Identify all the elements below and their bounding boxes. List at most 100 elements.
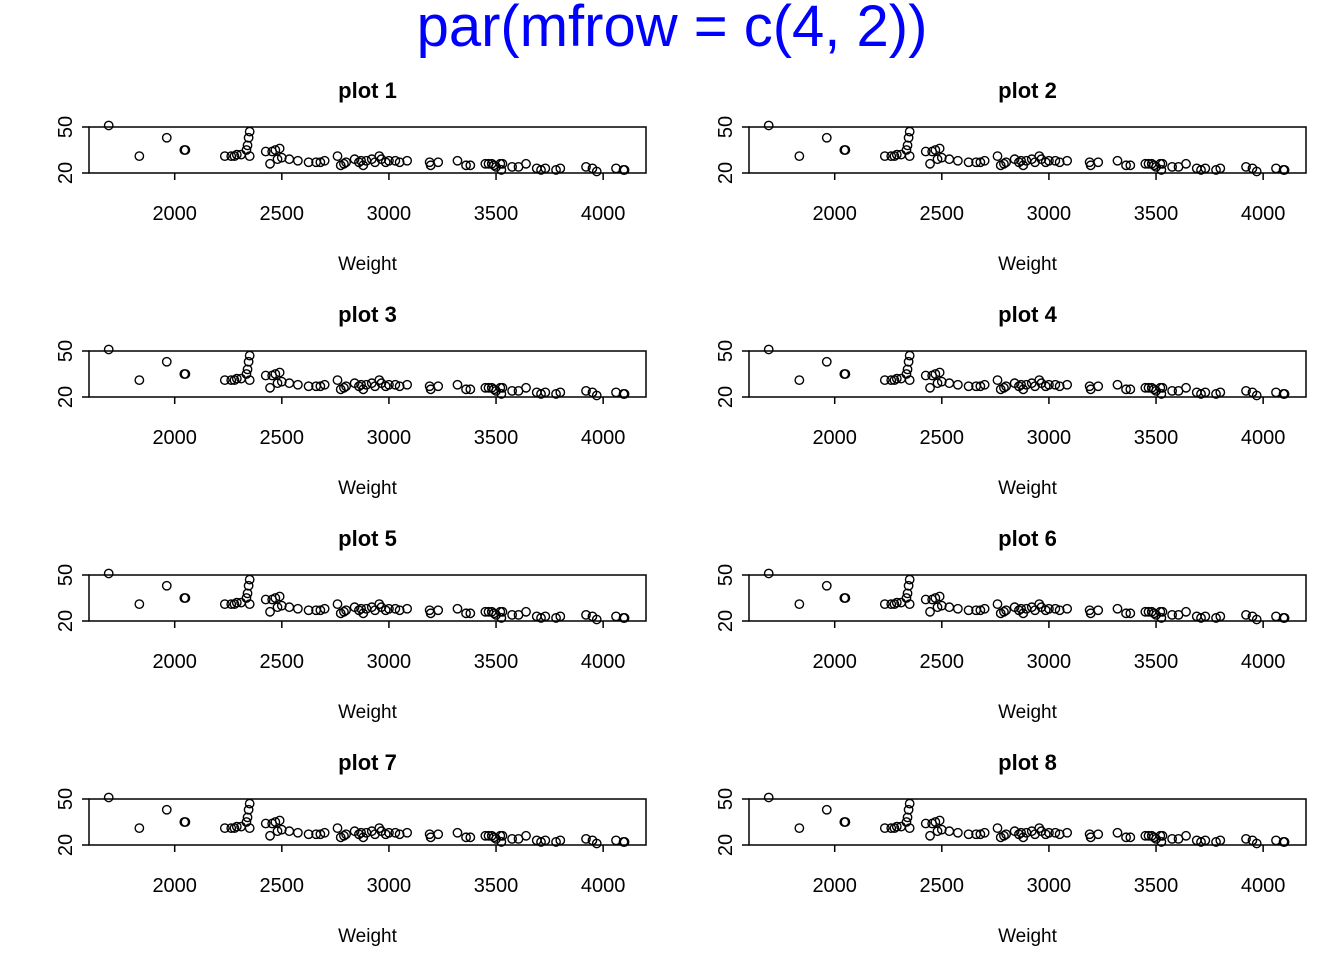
data-point — [1001, 829, 1011, 840]
data-point — [452, 827, 463, 838]
data-point — [219, 599, 230, 610]
data-point — [1016, 603, 1026, 614]
data-point — [1181, 606, 1191, 617]
data-point — [904, 375, 915, 386]
data-point — [274, 591, 285, 602]
data-point — [315, 157, 326, 168]
data-point — [1251, 166, 1262, 177]
x-axis-label: Weight — [338, 926, 398, 947]
data-point — [1196, 613, 1206, 623]
data-point — [452, 155, 463, 166]
data-point — [540, 387, 551, 398]
data-point — [356, 379, 366, 390]
data-point — [356, 155, 366, 166]
data-point — [1044, 379, 1054, 390]
data-point — [274, 815, 285, 826]
data-point — [903, 580, 914, 591]
data-point — [1112, 827, 1123, 838]
data-point — [134, 375, 145, 386]
data-point — [619, 613, 630, 623]
data-point — [402, 827, 413, 838]
data-point — [540, 163, 551, 174]
data-point — [999, 830, 1009, 841]
data-point — [1181, 158, 1191, 169]
x-tick-label: 3000 — [367, 427, 412, 449]
data-point — [103, 120, 114, 131]
data-point — [292, 155, 303, 166]
data-point — [229, 151, 240, 162]
data-point — [303, 157, 314, 168]
data-point — [551, 165, 561, 175]
data-point — [591, 166, 602, 177]
data-point — [1016, 827, 1026, 838]
data-point — [390, 379, 401, 390]
data-point — [433, 605, 444, 616]
data-point — [134, 599, 145, 610]
y-tick-label: 50 — [55, 564, 77, 586]
data-point — [219, 151, 230, 162]
data-point — [341, 157, 351, 168]
data-point — [1279, 837, 1290, 847]
data-point — [904, 126, 915, 137]
x-axis-label: Weight — [998, 478, 1058, 499]
data-point — [497, 606, 508, 617]
data-point — [1001, 381, 1011, 392]
data-point — [551, 389, 561, 399]
data-point — [452, 379, 463, 390]
data-point — [244, 151, 255, 162]
data-point — [339, 158, 349, 169]
panel-title: plot 6 — [998, 526, 1057, 551]
x-tick-label: 3500 — [1134, 875, 1179, 897]
data-point — [891, 149, 902, 160]
data-point — [904, 151, 915, 162]
data-point — [889, 151, 900, 162]
data-point — [244, 599, 255, 610]
data-point — [840, 593, 851, 603]
data-point — [1062, 379, 1073, 390]
data-point — [1016, 155, 1026, 166]
x-tick-label: 3500 — [474, 875, 519, 897]
data-point — [1167, 833, 1178, 844]
data-point — [265, 606, 275, 617]
data-point — [551, 837, 561, 847]
x-axis-label: Weight — [998, 926, 1058, 947]
data-point — [1251, 614, 1262, 625]
data-point — [886, 599, 897, 610]
data-point — [1200, 387, 1211, 398]
data-point — [952, 603, 963, 614]
data-point — [1196, 389, 1206, 399]
data-point — [540, 835, 551, 846]
data-point — [889, 599, 900, 610]
data-point — [461, 160, 471, 171]
panel-title: plot 2 — [998, 78, 1057, 103]
y-tick-label: 20 — [715, 834, 737, 856]
data-point — [930, 145, 941, 155]
data-point — [581, 833, 591, 844]
data-point — [1112, 155, 1123, 166]
data-point — [292, 603, 303, 614]
data-point — [244, 126, 255, 137]
data-point — [891, 821, 902, 832]
data-point — [794, 823, 805, 834]
plot-frame — [748, 126, 1307, 174]
data-point — [243, 356, 254, 367]
data-point — [461, 384, 471, 395]
data-point — [925, 382, 935, 393]
data-point — [992, 823, 1003, 834]
panel-6: plot 6 2000 2500 3000 3500 4000 20 50 Weight — [715, 526, 1307, 723]
data-point — [555, 611, 566, 622]
data-point — [879, 823, 890, 834]
data-point — [975, 605, 986, 616]
data-point — [903, 356, 914, 367]
data-point — [433, 157, 444, 168]
data-point — [591, 614, 602, 625]
data-point — [920, 146, 931, 157]
y-tick-label: 20 — [715, 386, 737, 408]
data-point — [244, 574, 255, 585]
data-point — [932, 602, 943, 613]
data-point — [332, 823, 343, 834]
data-point — [840, 369, 851, 379]
panel-4: plot 4 2000 2500 3000 3500 4000 20 50 Weight — [715, 302, 1307, 499]
y-tick-label: 20 — [55, 834, 77, 856]
x-tick-label: 3000 — [1027, 427, 1072, 449]
